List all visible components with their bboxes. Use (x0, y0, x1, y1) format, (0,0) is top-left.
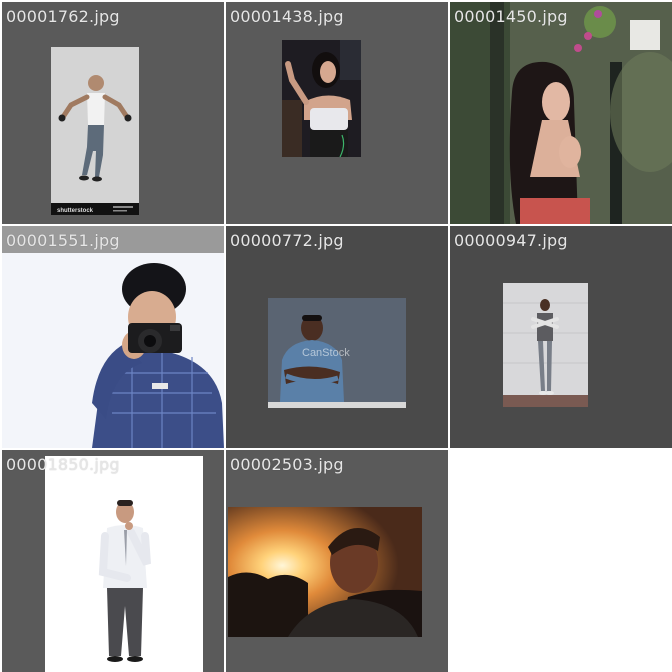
man-against-wall-photo (503, 283, 588, 407)
woman-long-hair-photo (450, 2, 672, 224)
thumbnail-filename: 00001850.jpg (6, 455, 120, 474)
man-sunset-photo (228, 507, 422, 637)
thumbnail-filename: 00002503.jpg (230, 455, 344, 474)
thumbnail-tile[interactable]: 00000947.jpg (450, 226, 672, 448)
thumbnail-label-bar (2, 226, 224, 253)
thumbnail-filename: 00000772.jpg (230, 231, 344, 250)
watermark-text: CanStock (302, 347, 350, 359)
woman-posing-photo (282, 40, 361, 157)
thumbnail-filename: 00001551.jpg (6, 231, 120, 250)
man-white-shirt-photo (45, 456, 203, 672)
thumbnail-filename: 00001450.jpg (454, 7, 568, 26)
thumbnail-tile[interactable]: 00002503.jpg (226, 450, 448, 672)
thumbnail-tile[interactable]: 00000772.jpg CanStock (226, 226, 448, 448)
thumbnail-tile[interactable]: 00001438.jpg (226, 2, 448, 224)
man-with-camera-photo (2, 253, 224, 448)
empty-grid-slot (450, 450, 672, 672)
man-shouting-photo: shutterstock (51, 47, 139, 215)
watermark-strip: shutterstock (57, 208, 94, 214)
thumbnail-tile[interactable]: 00001850.jpg (2, 450, 224, 672)
thumbnail-tile[interactable]: 00001762.jpg shutterstock (2, 2, 224, 224)
thumbnail-filename: 00001438.jpg (230, 7, 344, 26)
thumbnail-filename: 00000947.jpg (454, 231, 568, 250)
man-arms-crossed-photo: CanStock (268, 298, 406, 408)
thumbnail-tile[interactable]: 00001450.jpg (450, 2, 672, 224)
thumbnail-filename: 00001762.jpg (6, 7, 120, 26)
thumbnail-tile[interactable]: 00001551.jpg (2, 226, 224, 448)
